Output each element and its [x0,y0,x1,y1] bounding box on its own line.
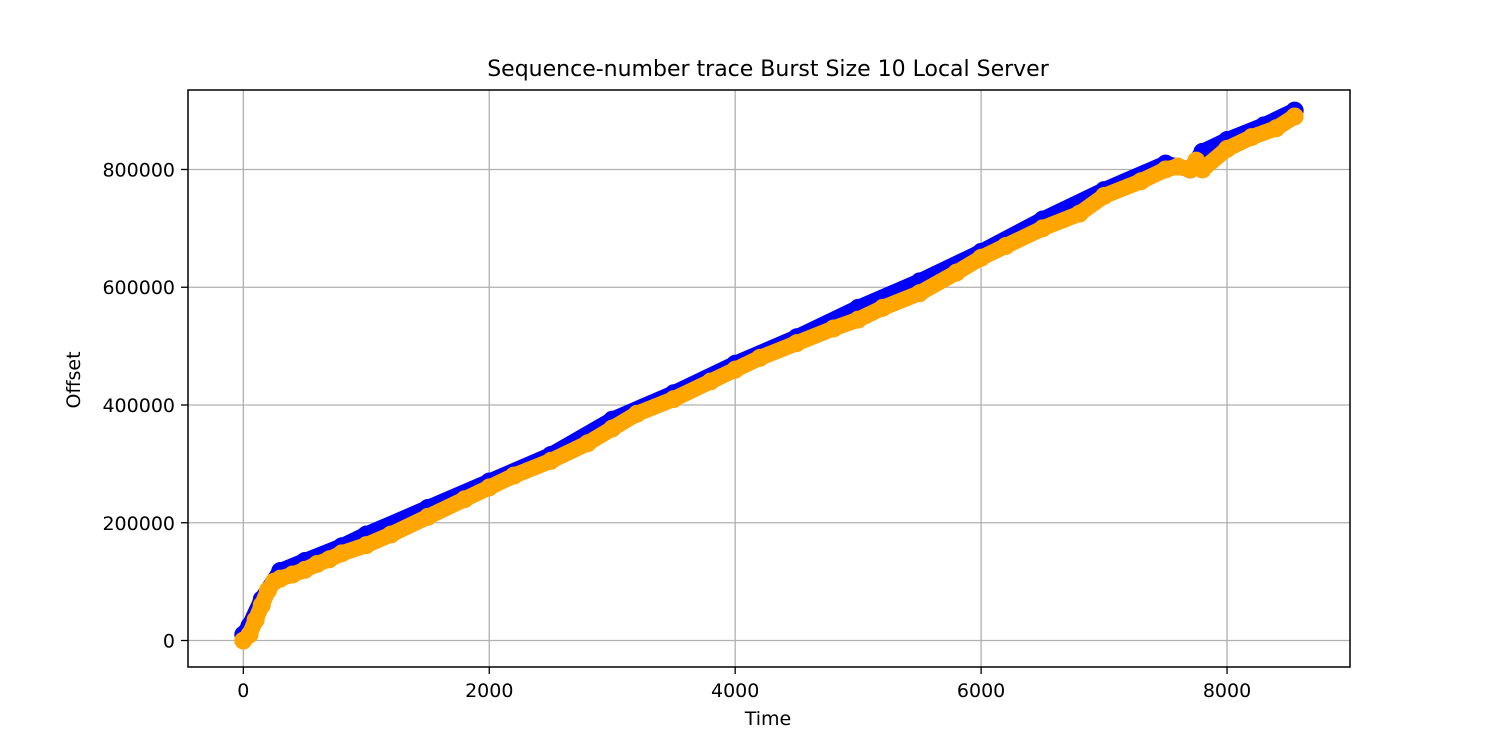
data-point [603,419,622,438]
data-point [1193,160,1212,179]
data-point [240,625,259,644]
data-point [701,372,720,391]
y-tick-label: 600000 [102,277,175,299]
y-tick-label: 800000 [102,159,175,181]
data-point [627,404,646,423]
data-point [1070,204,1089,223]
data-point [972,248,991,267]
data-point [873,298,892,317]
data-point [1242,128,1261,147]
data-point [664,390,683,409]
data-point [1218,139,1237,158]
y-tick-label: 400000 [102,395,175,417]
data-point [910,284,929,303]
data-point [1267,119,1286,138]
y-axis-label: Offset [63,351,85,408]
x-tick-label: 0 [237,680,249,702]
data-point [418,507,437,526]
x-axis-label: Time [744,708,792,730]
y-axis-ticks: 0 200000 400000 600000 800000 [102,159,188,653]
x-tick-label: 8000 [1203,680,1251,702]
data-point [1033,219,1052,238]
data-point [504,466,523,485]
data-point [1095,186,1114,205]
plot-series [234,101,1304,650]
series-1 [234,107,1304,650]
data-point [947,263,966,282]
data-point [252,596,271,615]
data-point [1131,172,1150,191]
chart-title: Sequence-number trace Burst Size 10 Loca… [487,57,1050,82]
data-point [381,525,400,544]
data-point [1285,107,1304,126]
data-point [455,490,474,509]
x-tick-label: 6000 [957,680,1005,702]
data-point [578,434,597,453]
data-point [726,360,745,379]
data-point [246,610,265,629]
y-tick-label: 200000 [102,513,175,535]
x-tick-label: 4000 [711,680,759,702]
x-axis-ticks: 0 2000 4000 6000 8000 [237,667,1251,702]
plot-area-frame [187,89,1351,668]
data-point [480,478,499,497]
data-point [332,544,351,563]
x-tick-label: 2000 [465,680,513,702]
data-point [541,451,560,470]
y-tick-label: 0 [163,631,175,653]
data-point [849,310,868,329]
data-point [824,319,843,338]
data-point [996,237,1015,256]
data-point [357,536,376,555]
data-point [750,348,769,367]
data-point [787,334,806,353]
